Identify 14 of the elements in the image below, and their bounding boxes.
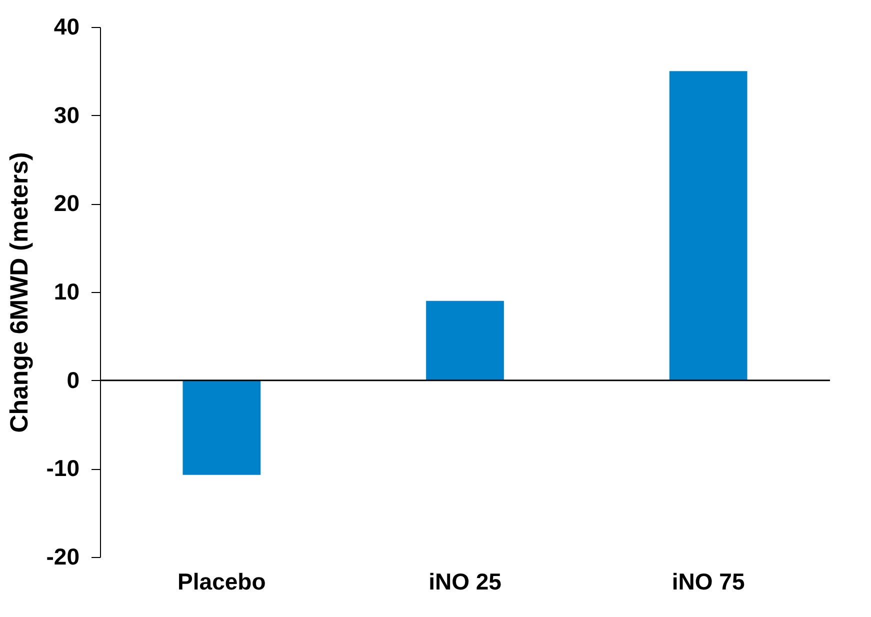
bar (182, 380, 261, 475)
x-tick-label: iNO 75 (672, 568, 745, 594)
y-tick-label: -10 (46, 455, 80, 482)
y-axis-title: Change 6MWD (meters) (5, 152, 34, 433)
bar (669, 71, 748, 380)
x-tick-label: Placebo (178, 568, 266, 594)
y-tick-label: 10 (54, 278, 80, 304)
y-tick-label: 30 (54, 102, 80, 128)
bar (426, 300, 504, 380)
y-tick-label: 20 (54, 190, 80, 216)
y-tick-label: 0 (66, 366, 80, 393)
x-tick-label: iNO 25 (428, 568, 502, 594)
y-tick-label: 40 (54, 14, 80, 40)
y-tick-label: -20 (46, 544, 80, 570)
